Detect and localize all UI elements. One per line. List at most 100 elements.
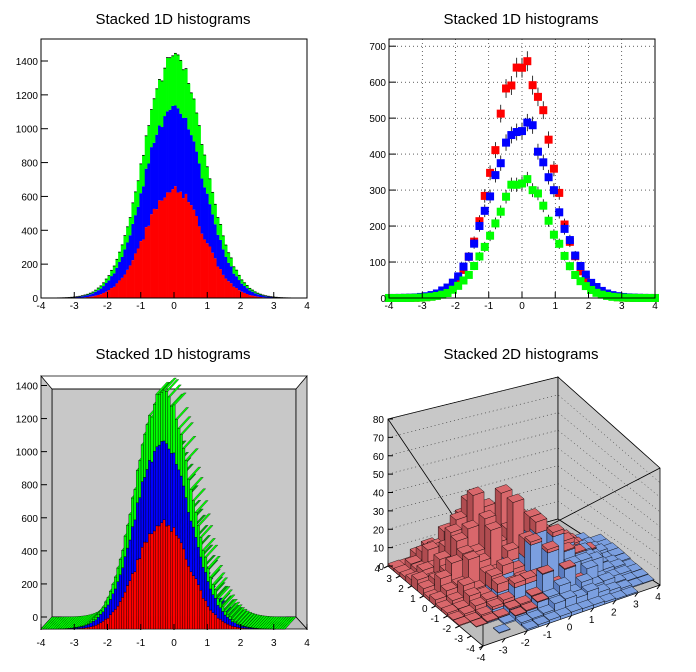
marker-2-7 — [422, 293, 431, 302]
bar-2-53 — [181, 69, 185, 118]
x-tick-label: -1 — [484, 301, 493, 312]
bar-0-76 — [243, 292, 247, 298]
x-tick — [590, 607, 595, 613]
bar3d-1-43 — [145, 469, 149, 543]
bar3d-2-29 — [111, 583, 115, 594]
bar-2-65 — [213, 204, 217, 225]
marker-1-39 — [592, 283, 601, 292]
x-tick-label: 2 — [238, 638, 244, 649]
bar3d-2-77 — [228, 616, 232, 620]
y-tick-label: 400 — [21, 226, 38, 237]
lego-top-4-1-0 — [514, 613, 533, 624]
lego-top-10-1-0 — [581, 582, 600, 592]
bar3d-1-73 — [218, 607, 222, 620]
pad-top-right: Stacked 1D histograms -4 -3 -2 -1 0 1 2 3 4 0 100 2… — [369, 11, 659, 312]
marker-2-10 — [438, 290, 447, 299]
marker-2-12 — [448, 285, 457, 294]
bar-2-30 — [120, 244, 124, 257]
bar3d-top-2-88 — [255, 616, 270, 629]
pad-bottom-right: Stacked 2D histograms 01020304050607080-… — [373, 346, 661, 664]
bar-2-59 — [197, 125, 201, 164]
bar-2-44 — [158, 79, 161, 126]
marker-1-20 — [491, 171, 500, 180]
bar-1-56 — [189, 135, 193, 206]
bar3d-1-28 — [109, 599, 112, 615]
bar-0-54 — [184, 193, 188, 298]
bar3d-0-63 — [194, 578, 198, 630]
bar-1-59 — [197, 163, 201, 227]
bar-2-82 — [259, 294, 263, 295]
marker-1-31 — [549, 186, 558, 195]
bar3d-0-76 — [226, 623, 230, 630]
bar3d-top-2-83 — [243, 613, 258, 627]
bar3d-1-53 — [170, 452, 173, 532]
x-tick-label: 0 — [171, 638, 177, 649]
bar-0-77 — [245, 293, 249, 298]
bar-0-75 — [240, 291, 244, 298]
x-tick — [545, 622, 550, 628]
y-tick-label: 300 — [369, 186, 386, 197]
y-tick-label: 600 — [21, 192, 38, 203]
bar3d-2-53 — [170, 405, 173, 454]
bar-1-45 — [160, 127, 164, 201]
bar3d-2-61 — [189, 489, 193, 522]
bar3d-2-22 — [94, 616, 98, 620]
bar-1-82 — [259, 294, 263, 297]
bar3d-2-28 — [109, 591, 112, 600]
bar3d-top-2-74 — [221, 594, 236, 607]
bar3d-2-42 — [143, 434, 147, 478]
x-tick-label: 2 — [586, 301, 592, 312]
bar3d-2-23 — [96, 613, 100, 618]
bar-2-42 — [152, 98, 156, 143]
bar3d-1-24 — [99, 614, 103, 623]
bar3d-2-48 — [157, 394, 161, 446]
axis-ticks-bottom-right: 01020304050607080-4-3-2-101234-4-3-2-101… — [373, 415, 661, 664]
y-tick-label: 200 — [21, 260, 38, 271]
bar3d-1-41 — [140, 481, 144, 548]
chart-title-bottom-right: Stacked 2D histograms — [443, 346, 598, 363]
lego-top-0-11-1 — [411, 571, 430, 581]
bar3d-2-65 — [199, 537, 203, 558]
marker-1-25 — [518, 127, 526, 136]
bar-1-55 — [187, 129, 191, 203]
bar3d-top-2-63 — [194, 500, 209, 513]
bar-2-17 — [86, 294, 90, 296]
marker-2-26 — [523, 175, 532, 184]
bar3d-2-74 — [221, 606, 225, 612]
lego-top-7-8-1 — [506, 493, 525, 503]
y-tick-label: 200 — [21, 580, 38, 591]
bar3d-1-19 — [87, 624, 90, 628]
marker-2-34 — [565, 262, 574, 271]
marker-2-41 — [603, 291, 612, 300]
lego-top-3-3-1 — [492, 607, 510, 618]
bar3d-1-76 — [226, 617, 230, 625]
marker-2-32 — [555, 239, 564, 248]
bar3d-side-2-71 — [214, 586, 228, 599]
bar-0-72 — [232, 286, 236, 298]
y-tick — [455, 625, 460, 629]
x-tick-label: -4 — [37, 301, 46, 312]
bar-0-78 — [248, 295, 252, 298]
lego-top-2-3-1 — [480, 612, 499, 622]
bar3d-0-69 — [209, 609, 212, 630]
marker-1-15 — [464, 252, 473, 261]
marker-1-29 — [539, 158, 548, 167]
bar-1-76 — [243, 285, 247, 293]
marker-2-39 — [592, 288, 601, 297]
bar3d-0-24 — [99, 622, 103, 630]
bar3d-1-55 — [175, 464, 178, 536]
bar-0-30 — [120, 277, 124, 298]
bar-1-48 — [168, 109, 172, 193]
chart-title-top-right: Stacked 1D histograms — [443, 11, 598, 28]
bar-0-65 — [213, 258, 217, 298]
marker-1-18 — [480, 206, 489, 215]
bar3d-2-40 — [138, 460, 142, 498]
z-tick-label: 40 — [373, 489, 385, 500]
bar-1-33 — [128, 235, 132, 266]
bar3d-1-62 — [192, 526, 195, 576]
bar3d-1-68 — [206, 581, 210, 607]
lego-top-6-0-0 — [543, 611, 561, 621]
x-tick-label: -1 — [543, 630, 552, 641]
bar3d-2-35 — [126, 525, 130, 549]
bar-0-64 — [211, 252, 215, 298]
